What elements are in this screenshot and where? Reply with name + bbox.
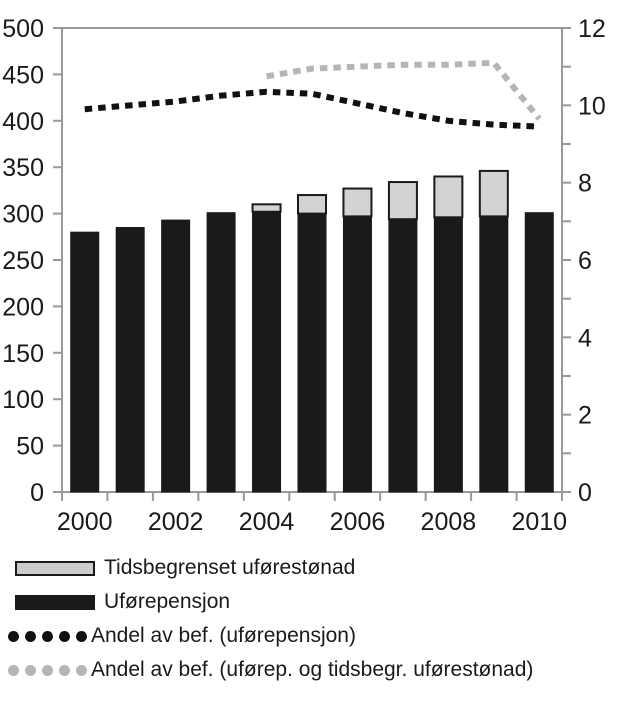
left-axis-tick-label: 50	[16, 433, 44, 461]
left-axis-tick-label: 250	[2, 247, 44, 275]
legend: Tidsbegrenset uførestønad Uførepensjon A…	[8, 557, 533, 681]
legend-label: Andel av bef. (uførep. og tidsbegr. ufør…	[91, 658, 534, 681]
bar-uforepensjon	[161, 219, 191, 493]
bar-uforepensjon	[524, 212, 554, 493]
legend-label: Tidsbegrenset uførestønad	[104, 556, 356, 579]
legend-label: Andel av bef. (uførepensjon)	[91, 624, 356, 647]
bar-cap-tidsbegrenset	[297, 194, 327, 215]
right-axis-tick-label: 0	[578, 479, 592, 507]
left-axis-tick-label: 200	[2, 293, 44, 321]
right-axis-tick-label: 8	[578, 170, 592, 198]
x-axis-tick-label: 2006	[330, 508, 386, 536]
left-axis-tick-label: 350	[2, 154, 44, 182]
left-axis-tick-label: 300	[2, 201, 44, 229]
legend-label: Uførepensjon	[104, 590, 231, 613]
legend-item-tidsbegrenset: Tidsbegrenset uførestønad	[8, 557, 533, 579]
left-axis-tick-label: 100	[2, 386, 44, 414]
dotted-line-uforepensjon	[84, 88, 540, 130]
x-axis-tick-label: 2000	[57, 508, 113, 536]
bar-uforepensjon	[206, 212, 236, 493]
bar-uforepensjon	[115, 227, 145, 493]
bar-cap-tidsbegrenset	[387, 181, 418, 221]
bar-cap-tidsbegrenset	[251, 203, 282, 213]
gray-dotted-line-icon	[8, 664, 87, 676]
x-axis-tick-label: 2004	[239, 508, 295, 536]
bar-cap-tidsbegrenset	[433, 175, 464, 219]
bar-uforepensjon	[433, 216, 463, 493]
left-axis-tick-label: 500	[2, 15, 44, 43]
dotted-line-ufor-og-tidsbegr	[266, 59, 542, 121]
x-axis-tick-label: 2002	[148, 508, 204, 536]
left-axis-tick-label: 0	[30, 479, 44, 507]
right-axis-tick-label: 2	[578, 402, 592, 430]
left-axis-tick-label: 450	[2, 61, 44, 89]
x-axis-tick-label: 2008	[421, 508, 477, 536]
black-box-swatch-icon	[15, 594, 95, 610]
right-axis-tick-label: 6	[578, 247, 592, 275]
right-axis-tick-label: 4	[578, 324, 592, 352]
bar-cap-tidsbegrenset	[342, 187, 373, 218]
chart-canvas: 0 50 100 150 200 250 300 350 400 450 500 0 2 4 6 8 10 12 2…	[2, 15, 606, 536]
legend-item-uforepensjon: Uførepensjon	[8, 591, 533, 613]
bar-uforepensjon	[70, 231, 100, 493]
gray-box-swatch-icon	[15, 560, 95, 576]
legend-item-andel-uforepensjon: Andel av bef. (uførepensjon)	[8, 625, 533, 647]
black-dotted-line-icon	[8, 630, 87, 642]
bar-uforepensjon	[479, 215, 509, 493]
legend-item-andel-ufor-og-tidsbegr: Andel av bef. (uførep. og tidsbegr. ufør…	[8, 659, 533, 681]
left-axis-tick-label: 400	[2, 108, 44, 136]
bar-uforepensjon	[388, 218, 418, 493]
left-axis-tick-label: 150	[2, 340, 44, 368]
bar-uforepensjon	[342, 215, 372, 493]
right-axis-tick-label: 10	[578, 92, 606, 120]
bar-uforepensjon	[297, 213, 327, 493]
bar-uforepensjon	[252, 211, 282, 493]
bar-cap-tidsbegrenset	[478, 169, 509, 218]
x-axis-tick-label: 2010	[511, 508, 567, 536]
right-axis-tick-label: 12	[578, 15, 606, 43]
